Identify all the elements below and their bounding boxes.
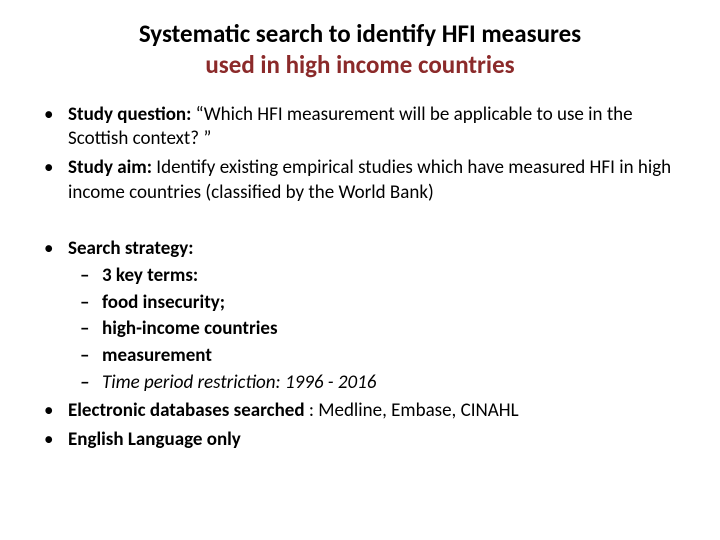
title-line-1: Systematic search to identify HFI measur…	[139, 18, 581, 49]
english-label: English Language only	[68, 428, 241, 451]
databases-text: : Medline, Embase, CINAHL	[309, 399, 519, 422]
search-strategy-sublist: 3 key terms: food insecurity; high-incom…	[68, 264, 684, 395]
bullet-study-aim: Study aim: Identify existing empirical s…	[36, 156, 684, 205]
sub-measurement: measurement	[68, 344, 684, 369]
sub-high-income: high-income countries	[68, 317, 684, 342]
spacer	[36, 209, 684, 237]
study-aim-text: Identify existing empirical studies whic…	[68, 156, 671, 204]
title-line-2: used in high income countries	[205, 49, 514, 80]
study-question-label: Study question:	[68, 103, 196, 126]
bullet-list: Study question: “Which HFI measurement w…	[36, 103, 684, 206]
bullet-list-2: Search strategy: 3 key terms: food insec…	[36, 237, 684, 453]
search-strategy-label: Search strategy:	[68, 237, 194, 260]
sub-time-period: Time period restriction: 1996 - 2016	[68, 371, 684, 396]
study-aim-label: Study aim:	[68, 156, 156, 179]
databases-label: Electronic databases searched	[68, 399, 309, 422]
sub-key-terms: 3 key terms:	[68, 264, 684, 289]
slide-title: Systematic search to identify HFI measur…	[36, 18, 684, 81]
bullet-databases: Electronic databases searched : Medline,…	[36, 399, 684, 424]
sub-food-insecurity: food insecurity;	[68, 291, 684, 316]
bullet-search-strategy: Search strategy: 3 key terms: food insec…	[36, 237, 684, 395]
bullet-english: English Language only	[36, 428, 684, 453]
bullet-study-question: Study question: “Which HFI measurement w…	[36, 103, 684, 152]
